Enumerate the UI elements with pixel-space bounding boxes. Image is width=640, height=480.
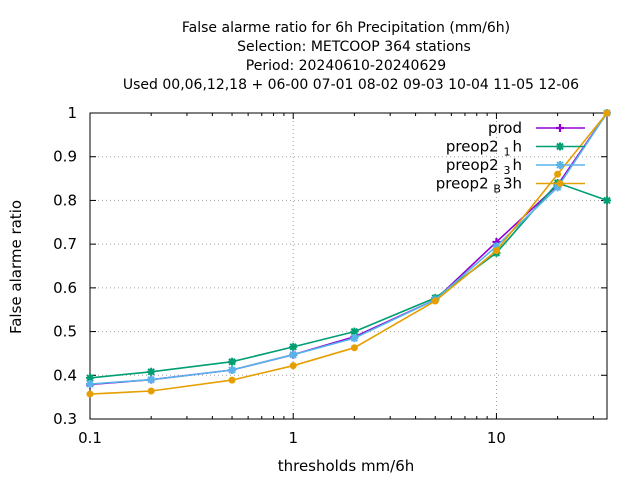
data-point: [86, 380, 94, 389]
legend-label: preop2 B 3h: [436, 175, 522, 196]
y-axis-label: False alarme ratio: [7, 200, 25, 334]
legend-label-text: prod: [488, 119, 522, 137]
title-line-3: Period: 20240610-20240629: [246, 58, 446, 74]
legend-label-subscript: B: [493, 183, 501, 196]
legend-label-text: preop2: [446, 138, 504, 156]
x-axis-label: thresholds mm/6h: [278, 457, 415, 475]
y-tick-label: 0.7: [53, 235, 77, 253]
legend-item: prod: [488, 119, 585, 137]
chart-title: False alarme ratio for 6h Precipitation …: [123, 20, 579, 93]
x-axis: 0.1 1 10: [78, 113, 594, 447]
grid: [90, 113, 607, 419]
data-point: [147, 387, 155, 395]
legend-label-subscript: 1: [503, 146, 510, 159]
series-3: [86, 109, 611, 398]
y-tick-label: 0.5: [53, 323, 77, 341]
title-line-1: False alarme ratio for 6h Precipitation …: [182, 20, 510, 36]
data-point: [289, 362, 297, 370]
legend-item: preop2 B 3h: [436, 175, 585, 196]
data-point: [350, 334, 359, 343]
series-2: [86, 109, 611, 389]
data-point: [431, 297, 439, 305]
series-line: [89, 112, 608, 395]
legend-label-suffix: 3h: [503, 175, 522, 193]
data-point: [556, 161, 564, 169]
title-line-4: Used 00,06,12,18 + 06-00 07-01 08-02 09-…: [123, 77, 579, 93]
legend-label: prod: [488, 119, 522, 137]
data-point: [603, 109, 611, 117]
data-point: [350, 327, 359, 336]
y-tick-label: 0.8: [53, 191, 77, 209]
data-point: [86, 390, 94, 398]
y-axis: 0.3 0.4 0.5 0.6 0.7 0.8 0.9 1: [53, 104, 607, 428]
plot-frame: [89, 112, 608, 420]
data-point: [289, 350, 298, 359]
data-point: [147, 367, 156, 376]
y-tick-label: 0.4: [53, 366, 77, 384]
data-point: [556, 180, 564, 187]
legend-label-suffix: h: [512, 138, 522, 156]
series-group: [86, 109, 611, 398]
data-point: [492, 247, 500, 255]
x-tick-label: 1: [288, 429, 298, 447]
data-point: [350, 344, 358, 352]
y-tick-label: 0.6: [53, 279, 77, 297]
y-tick-label: 1: [67, 104, 77, 122]
series-0: [86, 109, 611, 389]
data-point: [86, 373, 94, 382]
data-point: [553, 183, 562, 192]
plot-border: [89, 112, 608, 420]
title-line-2: Selection: METCOOP 364 stations: [237, 39, 471, 55]
legend-label-text: preop2: [436, 175, 494, 193]
data-point: [289, 342, 298, 351]
y-tick-label: 0.9: [53, 148, 77, 166]
data-point: [603, 196, 611, 205]
data-point: [228, 357, 237, 366]
data-point: [147, 375, 156, 384]
data-point: [556, 124, 564, 132]
x-tick-label: 10: [487, 429, 506, 447]
data-point: [556, 142, 564, 151]
series-line: [89, 112, 608, 385]
data-point: [228, 376, 236, 384]
legend-label-subscript: 3: [503, 164, 510, 177]
data-point: [554, 170, 562, 178]
series-line: [89, 112, 608, 386]
data-point: [492, 242, 501, 251]
legend-label-suffix: h: [512, 156, 522, 174]
y-tick-label: 0.3: [53, 410, 77, 428]
legend-label-text: preop2: [446, 156, 504, 174]
data-point: [228, 366, 237, 375]
x-tick-label: 0.1: [78, 429, 102, 447]
